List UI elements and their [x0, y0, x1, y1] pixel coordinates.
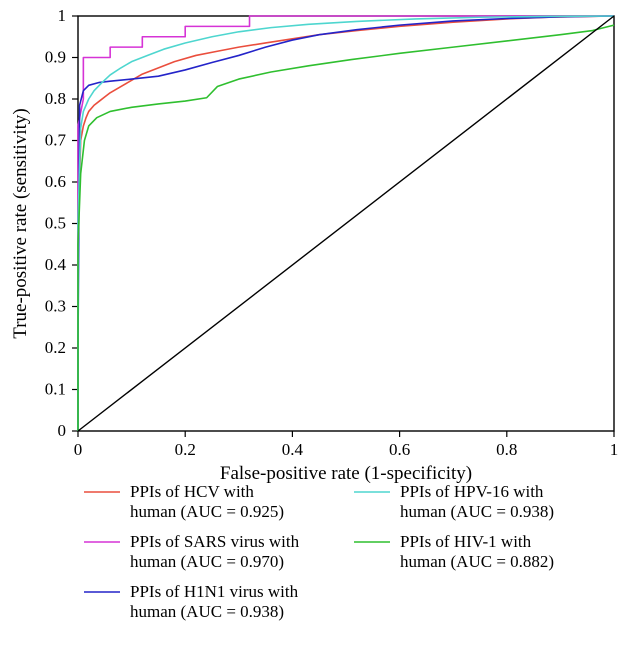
- y-tick-label: 0.4: [45, 255, 67, 274]
- y-tick-label: 0.6: [45, 172, 66, 191]
- y-tick-label: 0: [58, 421, 67, 440]
- y-tick-label: 0.2: [45, 338, 66, 357]
- x-tick-label: 0.2: [175, 440, 196, 459]
- y-tick-label: 0.8: [45, 89, 66, 108]
- y-tick-label: 0.3: [45, 297, 66, 316]
- roc-chart: 0 0.2 0.4 0.6 0.8 1 False-positive rate (1-spe…: [0, 0, 640, 651]
- legend-label-sars-line1: PPIs of SARS virus with: [130, 532, 300, 551]
- x-axis-title: False-positive rate (1-specificity): [220, 463, 472, 484]
- legend-label-h1n1-line1: PPIs of H1N1 virus with: [130, 582, 299, 601]
- x-tick-label: 0: [74, 440, 83, 459]
- legend-label-hcv-line2: human (AUC = 0.925): [130, 502, 284, 521]
- y-tick-label: 1: [58, 6, 67, 25]
- x-tick-label: 0.8: [496, 440, 517, 459]
- x-tick-label: 1: [610, 440, 619, 459]
- legend-label-hpv16-line1: PPIs of HPV-16 with: [400, 482, 544, 501]
- legend-label-hcv-line1: PPIs of HCV with: [130, 482, 254, 501]
- roc-svg: 0 0.2 0.4 0.6 0.8 1 False-positive rate (1-spe…: [0, 0, 640, 651]
- legend-label-hpv16-line2: human (AUC = 0.938): [400, 502, 554, 521]
- y-tick-label: 0.1: [45, 380, 66, 399]
- legend-label-sars-line2: human (AUC = 0.970): [130, 552, 284, 571]
- legend-label-h1n1-line2: human (AUC = 0.938): [130, 602, 284, 621]
- x-tick-label: 0.6: [389, 440, 410, 459]
- diagonal-line: [78, 16, 614, 431]
- roc-curve-hiv1: [78, 25, 614, 431]
- x-tick-label: 0.4: [282, 440, 304, 459]
- legend-label-hiv1-line2: human (AUC = 0.882): [400, 552, 554, 571]
- legend-label-hiv1-line1: PPIs of HIV-1 with: [400, 532, 532, 551]
- y-tick-label: 0.5: [45, 214, 66, 233]
- y-tick-label: 0.7: [45, 131, 67, 150]
- y-tick-label: 0.9: [45, 48, 66, 67]
- y-axis-title: True-positive rate (sensitivity): [10, 108, 31, 338]
